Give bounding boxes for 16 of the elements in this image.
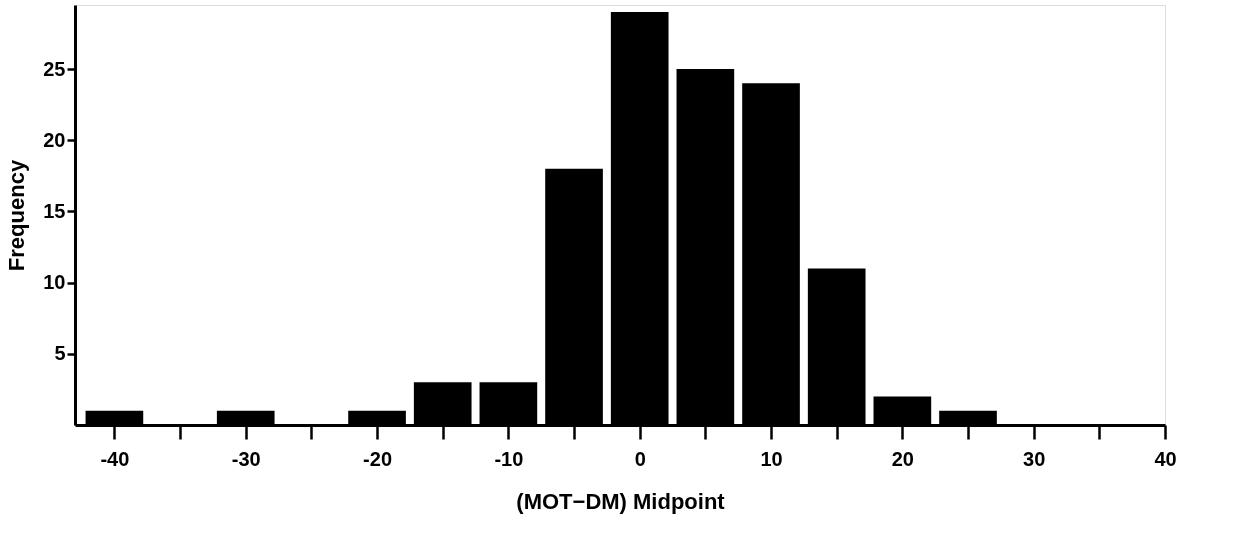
x-tick-label: -30 [231,447,261,470]
y-tick-label: 15 [43,199,66,222]
x-tick-label: -40 [100,447,130,470]
y-tick-label: 10 [43,271,66,294]
x-tick-label: 40 [1154,447,1177,470]
y-tick-label: 5 [54,342,66,365]
y-axis-title: Frequency [4,159,30,272]
x-tick-label: 30 [1023,447,1046,470]
y-tick-label: 25 [43,57,66,80]
x-tick-label: -10 [494,447,524,470]
x-tick-label: 10 [760,447,783,470]
x-axis-title: (MOT−DM) Midpoint [516,488,726,514]
x-tick-label: 20 [891,447,914,470]
x-tick-label: 0 [634,447,646,470]
x-tick-label: -20 [363,447,392,470]
y-tick-label: 20 [43,128,66,151]
